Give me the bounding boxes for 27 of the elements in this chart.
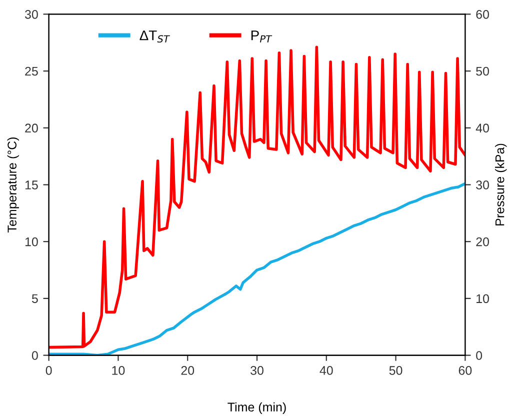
y-axis-title: Temperature (°C) [7,138,19,232]
line-series [48,46,466,349]
y2-tick-label: 50 [476,66,489,76]
y-tick-label: 25 [25,66,38,76]
y-tick-label: 30 [24,10,38,19]
y2-tick-label: 40 [476,124,489,133]
y2-axis-title: Pressure (kPa) [495,144,507,226]
y2-tick-label: 0 [476,351,482,360]
y-tick-label: 10 [25,237,38,246]
x-tick-label: 40 [320,366,333,375]
y2-tick-label: 60 [476,10,489,19]
x-tick-label: 60 [458,366,472,375]
y2-tick-label: 10 [476,294,489,304]
y-tick-label: 20 [25,124,38,133]
x-axis-title: Time (min) [228,402,286,414]
y-tick-label: 15 [25,180,38,190]
legend-label: P$_{PT}$ [251,30,272,42]
x-tick-label: 0 [46,366,52,375]
x-tick-label: 20 [181,366,194,375]
x-tick-label: 30 [250,366,264,375]
y-tick-label: 5 [32,294,38,304]
y2-tick-label: 30 [476,180,489,190]
x-tick-label: 50 [389,366,402,375]
y2-tick-label: 20 [476,237,489,246]
x-tick-label: 10 [112,366,125,375]
y-tick-label: 0 [32,351,38,360]
legend-label: ΔT$_{ST}$ [140,30,170,43]
